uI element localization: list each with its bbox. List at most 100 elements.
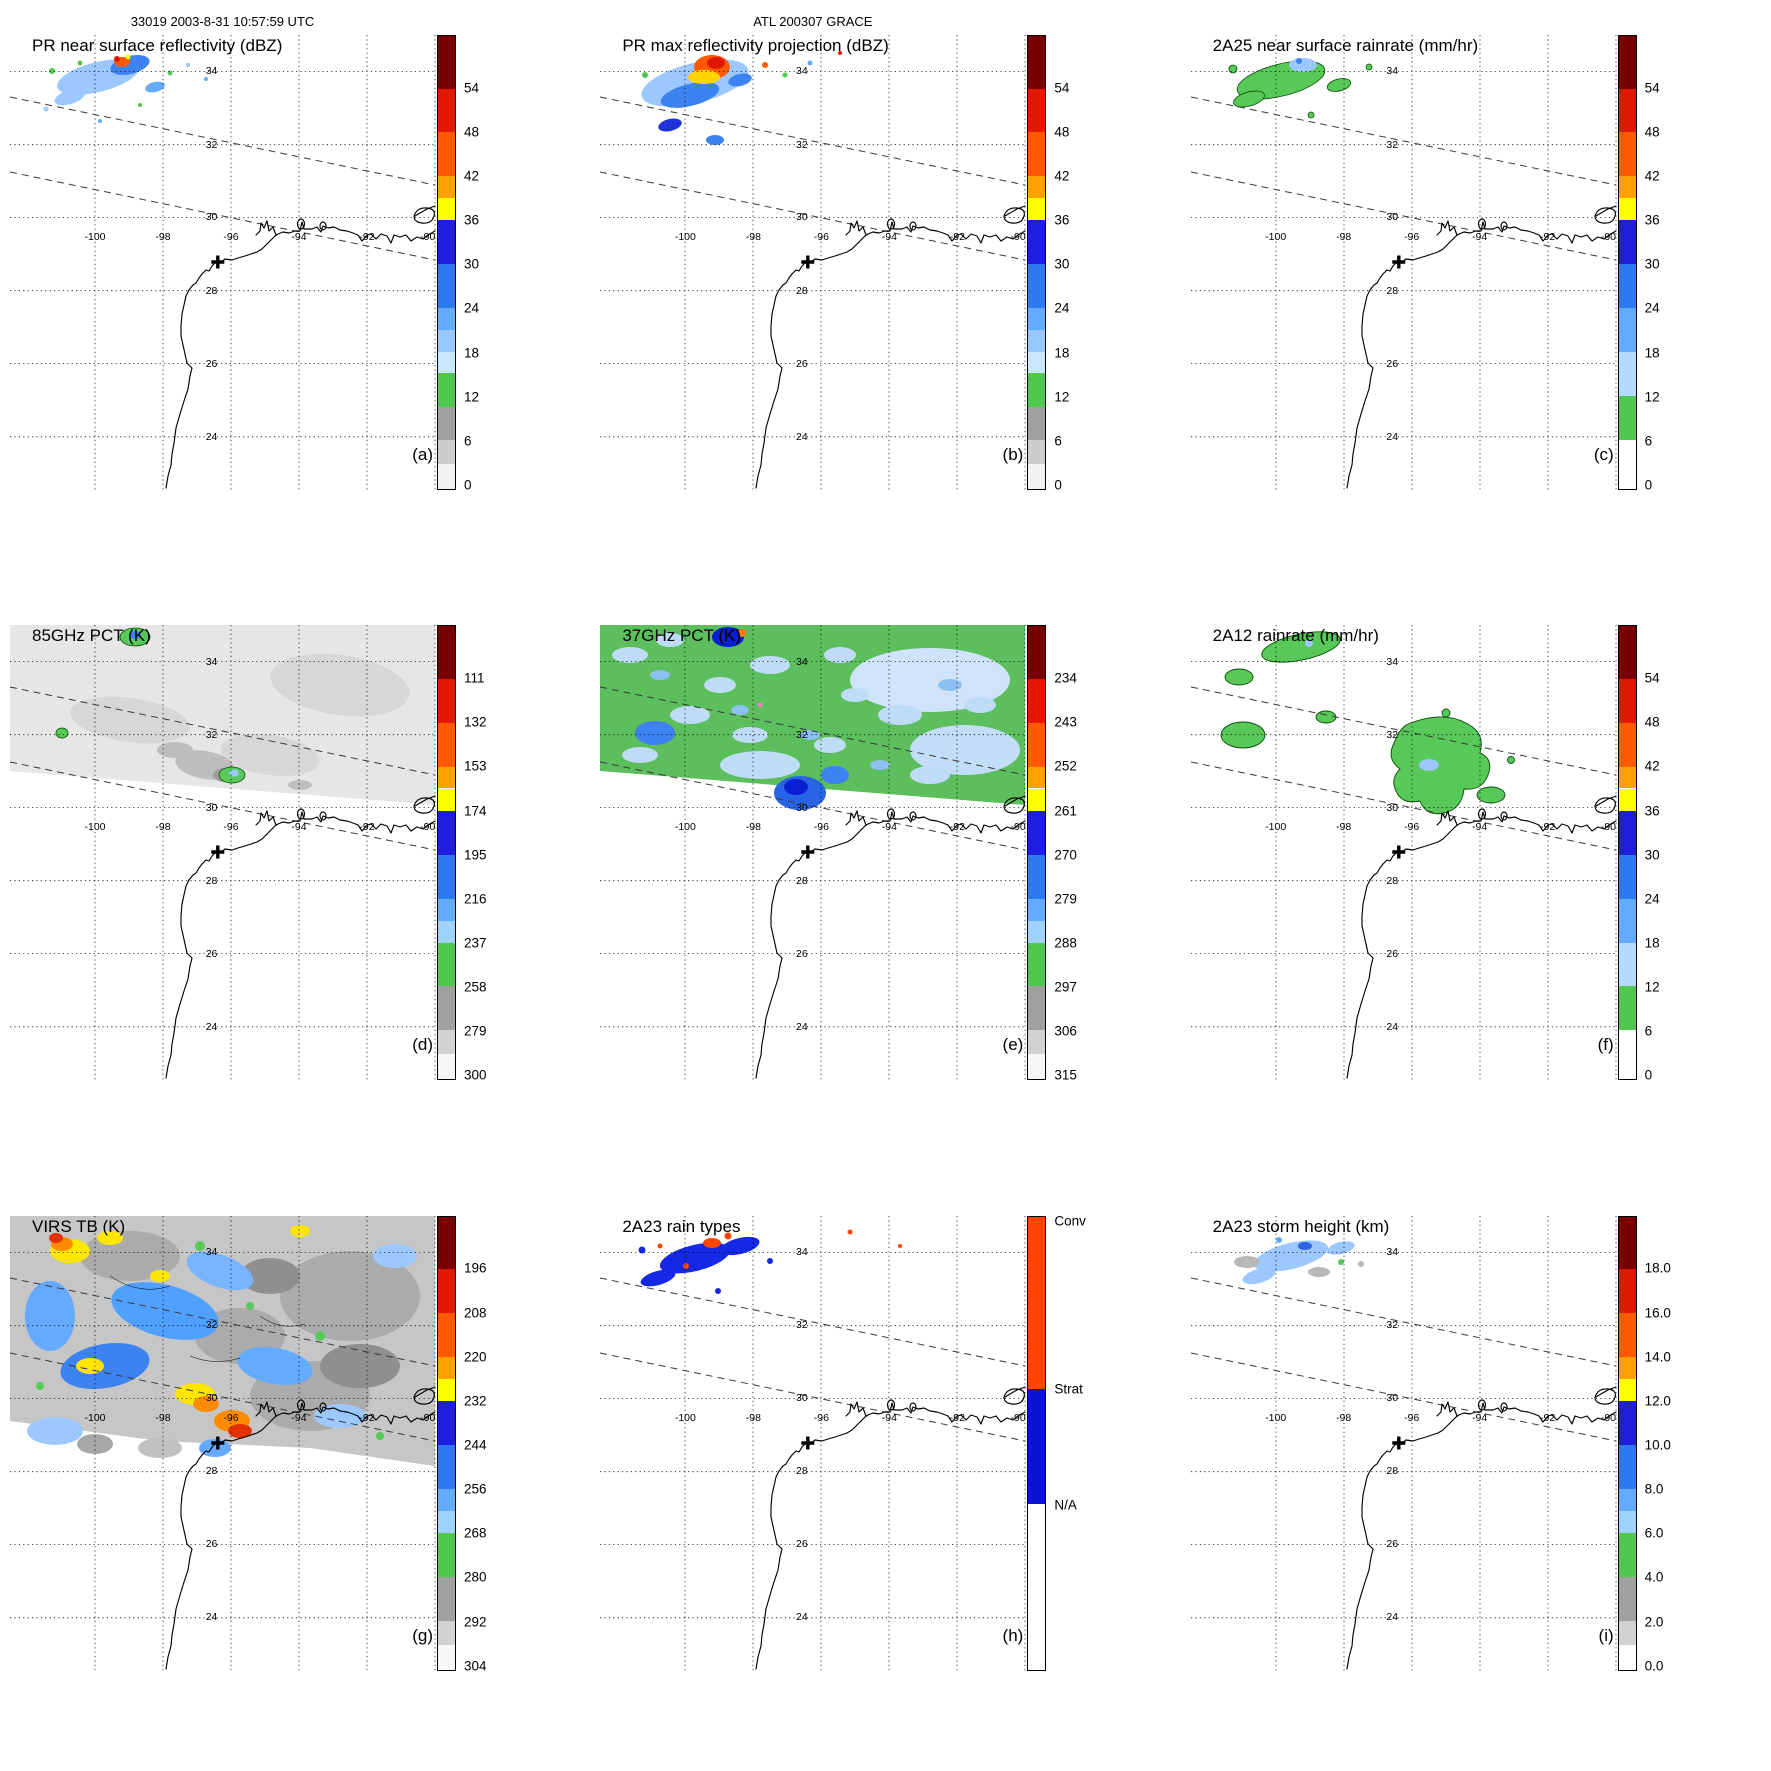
map-a: PR near surface reflectivity (dBZ) (a) -10… [9,35,436,490]
map-g: VIRS TB (K) (g) -100 -98 -96 -94 -92 -90 34 32 30 2… [9,1215,436,1671]
colorbar-segment [1028,986,1046,1031]
colorbar-segment [438,264,455,309]
data-field-overlay-e [600,625,1026,811]
colorbar-segment [1618,1488,1636,1512]
basemap-h [600,1215,1026,1671]
lon-tick: -92 [949,231,965,243]
lat-tick: 24 [796,430,808,443]
calcasieu-lake [909,811,917,821]
panel-letter-g: (g) [412,1625,433,1645]
colorbar-segment [438,132,455,177]
colorbar-g [437,1215,456,1671]
colorbar-tick: 54 [464,80,480,96]
panel-g: VIRS TB (K) (g) -100 -98 -96 -94 -92 -90 34 32 30 2… [0,1181,590,1771]
colorbar-segment [1618,810,1636,855]
colorbar-tick: 30 [1644,847,1660,863]
lat-tick: 32 [1386,138,1399,151]
colorbar-tick: 258 [464,979,487,995]
lake-pontchartrain [1003,797,1026,815]
colorbar-segment [1618,1532,1636,1577]
colorbar-segment [1028,1054,1046,1080]
lat-tick: 34 [1386,655,1399,668]
lon-tick: -100 [674,821,696,834]
colorbar-segment [1028,722,1046,767]
colorbar-tick: 12 [1644,389,1660,405]
lat-tick: 28 [205,875,218,888]
mississippi-sound [1004,795,1026,807]
colorbar-tick: 279 [464,1023,487,1039]
lon-tick: -94 [881,821,897,834]
data-field-overlay-d [10,625,435,806]
data-field-overlay-h [638,1229,903,1294]
panel-a: PR near surface reflectivity (dBZ) (a) -10… [0,0,590,590]
lake-pontchartrain [1594,797,1616,815]
colorbar-tick: 30 [1644,256,1660,272]
lat-tick: 26 [1386,1538,1399,1551]
lon-tick: -92 [359,1411,375,1424]
colorbar-segment [1618,1401,1636,1445]
colorbar-tick: 18 [1054,345,1070,361]
colorbar-tick: 220 [464,1349,487,1365]
colorbar-tick: 42 [1054,168,1070,184]
lat-tick: 28 [1386,1465,1399,1478]
colorbar-c [1617,35,1637,490]
colorbar-segment [1618,1620,1636,1645]
colorbar-segment [438,1644,455,1670]
lon-tick: -90 [1010,1411,1026,1424]
colorbar-tick: 48 [464,124,480,140]
data-field-overlay-a [43,54,208,123]
colorbar-tick: 208 [464,1305,487,1321]
gulf-coastline [755,221,1026,489]
colorbar-e [1027,625,1047,1081]
lon-tick: -98 [745,821,761,834]
swath-edge-line [600,171,1026,261]
storm-center-cross [801,845,815,859]
swath-edge-line [600,686,1026,776]
lon-tick: -98 [155,821,171,834]
lat-tick: 30 [796,1392,808,1405]
map-e: 37GHz PCT (K) (e) -100 -98 -96 -94 -92 -90 34 32 3… [600,625,1026,1081]
lat-tick: 30 [796,801,808,814]
sabine-lake [296,218,306,230]
lat-tick: 24 [1386,1021,1399,1034]
calcasieu-lake [909,1402,917,1412]
colorbar-tick: 292 [464,1614,487,1630]
colorbar-segment [1618,1357,1636,1379]
lon-tick: -96 [223,821,239,834]
colorbar-segment [1618,788,1636,811]
panel-i: 2A23 storm height (km) (i) -100 -98 -96 -94 -9… [1181,1181,1771,1771]
lat-tick: 34 [205,1246,218,1259]
panel-e: 37GHz PCT (K) (e) -100 -98 -96 -94 -92 -90 34 32 3… [590,590,1180,1180]
gulf-coastline [1346,1402,1617,1670]
basemap-c [1190,35,1617,490]
colorbar-tick: 24 [1644,891,1660,907]
lon-tick: -100 [1265,231,1287,243]
lon-tick: -94 [291,821,307,834]
colorbar-segment [1028,920,1046,943]
lon-tick: -92 [949,821,965,834]
colorbar-d [437,625,456,1081]
lat-tick: 30 [205,211,218,224]
colorbar-segment [438,440,455,465]
colorbar-tick: 0 [464,477,472,493]
colorbar-tick: 16.0 [1644,1305,1671,1321]
lon-tick: -90 [1600,1411,1617,1424]
colorbar-tick: 304 [464,1658,487,1674]
colorbar-segment [1028,220,1046,265]
lon-tick: -92 [949,1411,965,1424]
colorbar-segment [1028,264,1046,309]
colorbar-tick: 252 [1054,758,1077,774]
colorbar-i [1617,1215,1637,1671]
colorbar-tick: 36 [464,212,480,228]
lon-tick: -96 [1404,821,1420,834]
lat-tick: 30 [1386,211,1399,224]
colorbar-segment [438,626,455,679]
swath-edge-line [1190,1277,1616,1367]
map-d: 85GHz PCT (K) (d) -100 -98 -96 -94 -92 -90 34 32 3… [9,625,436,1081]
colorbar-tick: 132 [464,714,487,730]
colorbar-segment [438,464,455,489]
lon-tick: -100 [674,231,696,243]
colorbar-tick: 10.0 [1644,1437,1671,1453]
colorbar-segment [438,1488,455,1512]
colorbar-tick: 36 [1054,212,1070,228]
